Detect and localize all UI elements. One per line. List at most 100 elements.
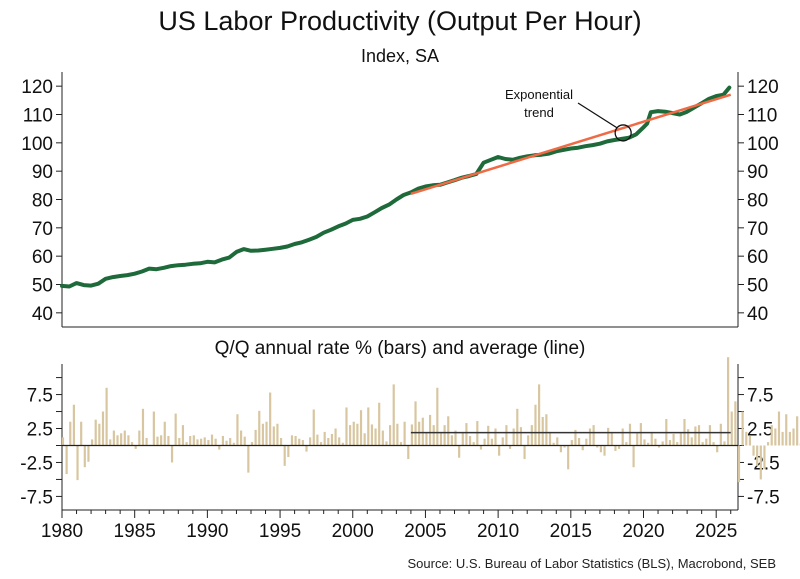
qq-bar	[690, 437, 693, 446]
qq-bar	[516, 408, 519, 446]
qq-bar	[781, 431, 784, 446]
top-left-tick-label: 80	[32, 191, 53, 212]
qq-bar	[203, 437, 206, 446]
bottom-left-tick-label: 7.5	[27, 386, 53, 407]
qq-bar	[716, 445, 719, 453]
qq-bar	[759, 445, 762, 480]
qq-bar	[625, 442, 628, 446]
qq-bar	[458, 445, 461, 458]
qq-bar	[218, 445, 221, 450]
qq-bar	[614, 445, 617, 451]
qq-bar	[261, 423, 264, 446]
qq-bar	[472, 442, 475, 446]
qq-bar	[130, 442, 134, 446]
qq-bar	[229, 438, 232, 446]
top-left-tick-label: 60	[32, 247, 53, 268]
qq-bar	[508, 445, 512, 449]
qq-bar	[556, 437, 559, 446]
qq-bar	[389, 425, 392, 446]
qq-bar	[523, 445, 526, 460]
qq-bar	[545, 414, 548, 446]
qq-bar	[305, 445, 308, 452]
qq-bar	[287, 445, 290, 458]
qq-bar	[628, 423, 632, 446]
qq-bar	[138, 430, 141, 446]
qq-bar	[439, 431, 443, 446]
qq-bar	[385, 441, 388, 446]
qq-bar	[225, 440, 228, 446]
qq-bar	[94, 419, 97, 446]
qq-bar	[290, 435, 294, 446]
bottom-right-tick-label: 2.5	[747, 420, 773, 441]
qq-bar	[588, 428, 592, 446]
qq-bar	[432, 425, 435, 446]
qq-bar	[272, 426, 275, 446]
top-right-tick-label: 120	[747, 77, 779, 98]
qq-bar	[279, 438, 283, 446]
qq-bar	[687, 429, 690, 446]
top-right-tick-label: 90	[747, 162, 768, 183]
qq-bar	[585, 438, 588, 446]
qq-bar	[101, 411, 105, 446]
qq-bar	[723, 441, 726, 446]
qq-bar	[116, 435, 119, 446]
bottom-left-tick-label: 2.5	[27, 420, 53, 441]
bottom-right-tick-label: -7.5	[747, 487, 780, 508]
qq-bar	[657, 445, 661, 448]
qq-bar	[352, 421, 355, 446]
qq-bar	[87, 445, 90, 462]
qq-bar	[269, 392, 272, 446]
qq-bar	[447, 416, 450, 446]
qq-bar	[72, 404, 75, 446]
qq-bar	[200, 438, 203, 446]
qq-bar	[349, 425, 352, 446]
top-right-tick-label: 70	[747, 219, 768, 240]
qq-bar	[207, 440, 210, 446]
qq-bar	[265, 421, 268, 446]
qq-bar	[210, 434, 214, 446]
top-right-tick-label: 110	[747, 106, 777, 127]
qq-bar	[734, 401, 737, 446]
qq-bar	[421, 417, 424, 446]
qq-bar	[120, 433, 123, 446]
qq-bar	[247, 445, 250, 473]
qq-bar	[145, 438, 148, 446]
qq-bar	[676, 442, 679, 446]
qq-bar	[192, 435, 195, 446]
qq-bar	[403, 421, 406, 446]
qq-bar	[756, 445, 759, 466]
x-tick-label: 2000	[332, 521, 374, 542]
qq-bar	[468, 435, 472, 446]
x-tick-label: 2020	[622, 521, 664, 542]
qq-bar	[152, 411, 155, 446]
qq-bar	[76, 445, 79, 481]
top-right-tick-label: 50	[747, 276, 768, 297]
qq-bar	[428, 414, 432, 446]
qq-bar	[534, 404, 537, 446]
qq-bar	[668, 440, 672, 446]
qq-bar	[774, 428, 777, 446]
top-right-tick-label: 40	[747, 304, 768, 325]
qq-bar	[505, 425, 508, 446]
top-right-tick-label: 60	[747, 247, 768, 268]
qq-bar	[301, 440, 304, 446]
qq-bar	[737, 445, 741, 483]
qq-bar	[345, 407, 348, 446]
qq-bar	[334, 428, 337, 446]
qq-bar	[607, 427, 610, 446]
x-tick-label: 2005	[404, 521, 446, 542]
qq-bar	[410, 424, 413, 446]
qq-bar	[766, 442, 770, 446]
qq-bar	[777, 411, 781, 446]
qq-bar	[367, 407, 370, 446]
qq-bar	[283, 445, 286, 466]
top-right-tick-label: 80	[747, 191, 768, 212]
exponential-trend-line	[410, 93, 732, 196]
qq-bar	[363, 433, 366, 446]
qq-bar	[498, 445, 501, 456]
qq-bar	[341, 442, 344, 446]
qq-bar	[697, 425, 701, 446]
top-left-tick-label: 100	[21, 134, 53, 155]
qq-bar	[189, 435, 192, 446]
qq-bar	[414, 401, 417, 446]
